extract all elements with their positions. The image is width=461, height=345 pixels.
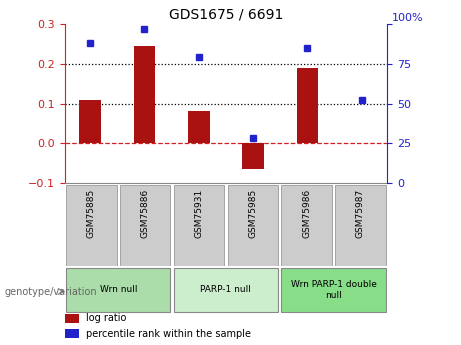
Text: log ratio: log ratio (86, 313, 126, 323)
Text: 100%: 100% (391, 13, 423, 23)
Bar (281, 185, 332, 266)
Bar (65, 329, 79, 338)
Bar (296, 68, 318, 143)
Text: GSM75886: GSM75886 (141, 189, 150, 238)
Bar (227, 185, 278, 266)
Bar (174, 185, 224, 266)
Bar (65, 314, 79, 323)
Text: genotype/variation: genotype/variation (5, 287, 97, 296)
Bar (66, 185, 117, 266)
Text: GSM75931: GSM75931 (195, 189, 203, 238)
Text: percentile rank within the sample: percentile rank within the sample (86, 329, 250, 339)
Bar (120, 185, 171, 266)
Text: PARP-1 null: PARP-1 null (201, 285, 251, 294)
Text: Wrn PARP-1 double
null: Wrn PARP-1 double null (290, 280, 376, 299)
Bar (134, 46, 155, 143)
Bar (174, 268, 278, 312)
Bar (335, 185, 385, 266)
Bar (281, 268, 385, 312)
Text: GSM75987: GSM75987 (356, 189, 365, 238)
Text: GSM75885: GSM75885 (87, 189, 96, 238)
Bar (66, 268, 171, 312)
Title: GDS1675 / 6691: GDS1675 / 6691 (169, 8, 283, 22)
Text: GSM75986: GSM75986 (302, 189, 311, 238)
Bar (188, 111, 210, 143)
Bar (79, 99, 101, 143)
Text: GSM75985: GSM75985 (248, 189, 257, 238)
Bar (242, 143, 264, 169)
Text: Wrn null: Wrn null (100, 285, 137, 294)
